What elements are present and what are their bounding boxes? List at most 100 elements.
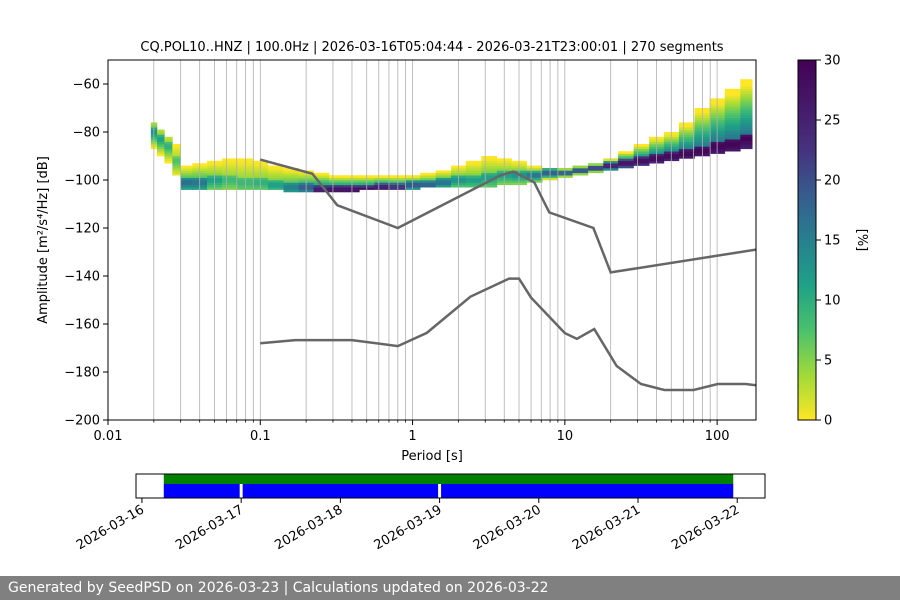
density-cell: [180, 165, 193, 169]
density-cell: [313, 177, 330, 181]
density-cell: [740, 129, 753, 133]
density-cell: [481, 170, 498, 174]
density-cell: [180, 170, 193, 174]
density-cell: [267, 177, 284, 181]
timeline-axis: 2026-03-16 2026-03-17 2026-03-18 2026-03-19…: [74, 498, 742, 553]
density-cell: [740, 100, 753, 104]
density-cell: [724, 110, 741, 114]
colorbar-tick-label: 15: [824, 234, 841, 249]
timeline-coverage-bar: [163, 474, 734, 484]
density-cell: [481, 158, 498, 162]
colorbar-label: [%]: [854, 229, 869, 252]
density-cell: [465, 184, 482, 188]
density-cell: [172, 160, 181, 164]
x-tick-label: 0.1: [250, 429, 271, 444]
density-cell: [156, 151, 165, 154]
density-cell: [435, 182, 452, 186]
density-cell: [678, 151, 695, 154]
density-cell: [465, 165, 482, 169]
density-cell: [724, 129, 741, 133]
density-cell: [740, 144, 753, 147]
density-cell: [618, 153, 634, 157]
density-cell: [465, 182, 482, 186]
density-cell: [618, 158, 634, 162]
density-cell: [572, 172, 589, 176]
density-cell: [633, 156, 650, 159]
density-cell: [678, 153, 695, 157]
density-cell: [526, 175, 543, 178]
density-cell: [222, 170, 238, 174]
density-cell: [222, 160, 238, 164]
density-cell: [222, 163, 238, 166]
density-cell: [633, 151, 650, 154]
density-cell: [740, 88, 753, 92]
density-cell: [724, 136, 741, 140]
density-cell: [222, 168, 238, 171]
y-tick-label: −160: [64, 318, 100, 333]
density-cell: [164, 139, 173, 142]
timeline-frame: [135, 473, 766, 499]
x-tick-label: 1: [408, 429, 416, 444]
density-cell: [435, 177, 452, 181]
density-cell: [740, 132, 753, 135]
density-cell: [678, 141, 695, 145]
density-cell: [420, 180, 437, 183]
density-cell: [180, 177, 193, 181]
density-cell: [724, 144, 741, 147]
density-cell: [633, 144, 650, 147]
density-cell: [481, 168, 498, 171]
density-cell: [724, 105, 741, 109]
density-cell: [222, 158, 238, 162]
density-cell: [740, 139, 753, 142]
density-cell: [465, 180, 482, 183]
density-cell: [740, 105, 753, 109]
density-cell: [172, 146, 181, 150]
density-cell: [740, 127, 753, 130]
x-tick-label: 0.01: [94, 429, 123, 444]
density-cell: [164, 153, 173, 157]
density-cell: [164, 141, 173, 145]
density-cell: [283, 172, 300, 176]
density-cell: [172, 170, 181, 174]
density-cell: [588, 170, 604, 174]
timeline-tick-label: 2026-03-16: [74, 502, 147, 553]
density-cell: [465, 160, 482, 164]
density-cell: [435, 184, 452, 188]
density-cell: [267, 184, 284, 188]
density-cell: [172, 158, 181, 162]
density-cell: [164, 156, 173, 159]
density-cell: [588, 168, 604, 171]
density-cell: [267, 187, 284, 190]
timeline-tick-label: 2026-03-19: [372, 502, 445, 553]
density-cell: [164, 158, 173, 162]
density-cell: [313, 187, 330, 190]
density-cell: [180, 175, 193, 178]
density-cell: [180, 182, 193, 186]
density-cell: [740, 115, 753, 118]
timeline-tick-label: 2026-03-17: [173, 502, 246, 553]
density-cell: [678, 132, 695, 135]
plot-frame: [107, 59, 757, 421]
y-tick-label: −200: [64, 414, 100, 429]
colorbar-tick-label: 0: [824, 414, 832, 429]
density-cell: [724, 146, 741, 150]
density-cell: [164, 151, 173, 154]
density-cell: [164, 148, 173, 152]
x-axis: 0.01 0.1 1 10 100: [94, 420, 730, 444]
density-cell: [172, 144, 181, 147]
density-cell: [724, 112, 741, 116]
density-cell: [283, 177, 300, 181]
density-cell: [678, 127, 695, 130]
density-cell: [526, 172, 543, 176]
density-cell: [180, 187, 193, 190]
density-cell: [740, 81, 753, 85]
density-cell: [172, 172, 181, 176]
y-tick-label: −100: [64, 174, 100, 189]
density-cell: [172, 151, 181, 154]
density-cell: [724, 127, 741, 130]
density-cell: [329, 187, 345, 190]
timeline-data-bar: [242, 484, 439, 498]
density-cell: [172, 165, 181, 169]
timeline-tick-label: 2026-03-18: [272, 502, 345, 553]
density-cell: [618, 165, 634, 169]
